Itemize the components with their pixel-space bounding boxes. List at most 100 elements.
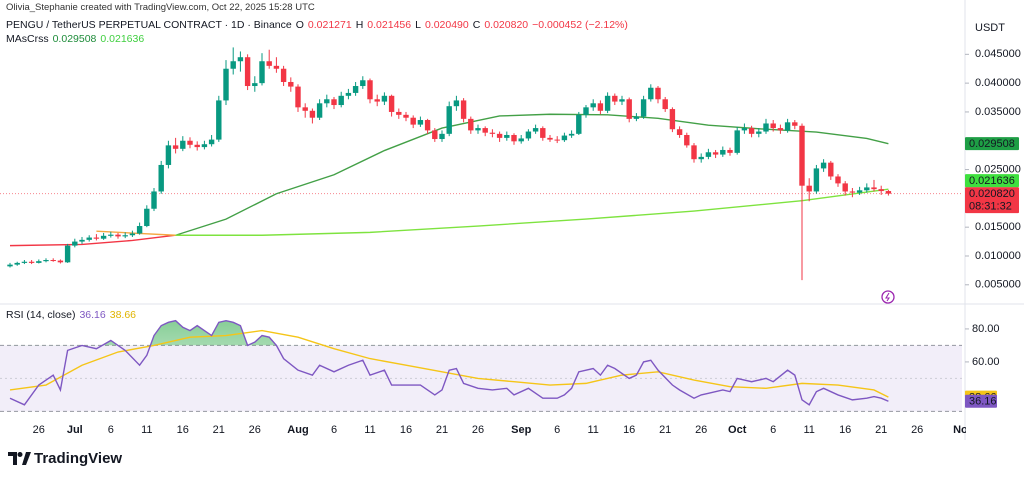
candle-body (597, 103, 604, 111)
candle-body (432, 130, 438, 140)
rsi-value: 38.66 (109, 309, 137, 321)
candle-body (151, 191, 157, 209)
candle-body (720, 149, 726, 155)
candle-body (259, 61, 265, 84)
candle-body (676, 129, 683, 135)
candle-body (496, 133, 503, 138)
alert-bolt (885, 292, 891, 302)
x-tick-label: 11 (803, 424, 814, 436)
candle-body (7, 264, 13, 267)
candle-body (604, 95, 611, 111)
candle-body (684, 134, 690, 146)
candle-body (792, 122, 798, 126)
candle-body (252, 83, 258, 87)
y-tick-label: 0.045000 (975, 48, 1021, 60)
ohlc-key: O (295, 19, 304, 31)
candle-body (43, 260, 49, 262)
candle-body (662, 99, 668, 110)
x-tick-label: 6 (554, 424, 560, 436)
ohlc-value: 0.021271 (307, 19, 352, 31)
candle-body (129, 233, 136, 236)
x-tick-label: 11 (364, 424, 375, 436)
candle-body (734, 130, 740, 153)
x-tick-label: 21 (875, 424, 887, 436)
x-tick-label: 6 (770, 424, 776, 436)
candle-body (777, 128, 784, 131)
y-tick-label: 80.00 (972, 323, 1000, 335)
price-tag (965, 137, 1019, 151)
candle-body (568, 133, 575, 136)
candle-body (547, 137, 553, 140)
candle-body (223, 68, 229, 101)
candle-body (748, 128, 755, 134)
candle-body (230, 61, 236, 69)
y-tick-label: 0.035000 (975, 106, 1021, 118)
price-tag-label: 0.020820 (969, 188, 1015, 200)
candle-body (187, 140, 193, 145)
candle-body (28, 261, 35, 263)
candle-body (835, 176, 841, 184)
candle-body (79, 239, 85, 242)
price-tag (965, 174, 1019, 188)
candle-body (374, 99, 380, 102)
price-pane (0, 47, 962, 281)
candle-body (122, 235, 128, 237)
candle-body (100, 235, 107, 239)
candle-body (612, 95, 618, 102)
alert-icon[interactable] (881, 290, 895, 304)
candle-body (640, 99, 647, 117)
candle-body (144, 208, 150, 227)
overbought-fill (10, 320, 889, 346)
candle-body (180, 140, 186, 149)
candle-body (216, 100, 222, 140)
candle-body (57, 260, 64, 263)
change: −0.000452 (−2.12%) (532, 19, 628, 31)
candle-body (763, 123, 769, 132)
candle-body (511, 134, 517, 142)
currency-label: USDT (975, 22, 1005, 34)
candle-body (453, 100, 460, 107)
candle-body (194, 144, 200, 148)
candle-body (878, 189, 884, 192)
candle-body (648, 87, 654, 100)
candle-body (712, 152, 719, 155)
candle-body (201, 144, 208, 148)
x-tick-label: 16 (623, 424, 635, 436)
ohlc-key: C (472, 19, 481, 31)
candle-body (410, 117, 416, 125)
candle-body (813, 168, 820, 192)
candle-body (115, 234, 121, 237)
candle-body (504, 134, 510, 138)
x-tick-label: Jul (67, 424, 83, 436)
y-tick-label: 0.010000 (975, 250, 1021, 262)
y-tick-label: 0.040000 (975, 77, 1021, 89)
rsi-tag-label: 36.16 (969, 396, 997, 408)
candle-body (280, 68, 287, 82)
x-tick-label: No (953, 424, 968, 436)
candle-body (669, 109, 676, 130)
candle-body (21, 261, 28, 263)
candle-body (468, 118, 474, 131)
candle-body (633, 116, 640, 119)
candle-body (64, 245, 71, 263)
candle-body (871, 187, 877, 190)
brand: TradingView (34, 450, 122, 467)
rsi-legend: RSI (14, close) 36.16 38.66 (6, 309, 140, 321)
candle-body (309, 110, 316, 118)
candle-body (540, 128, 546, 138)
candle-body (331, 99, 337, 106)
ohlc-value: 0.021456 (367, 19, 412, 31)
x-tick-label: 16 (400, 424, 412, 436)
candle-body (583, 107, 589, 115)
ma-value: 0.021636 (100, 33, 145, 45)
candle-body (439, 133, 445, 140)
x-tick-label: 26 (911, 424, 923, 436)
candle-body (842, 183, 848, 192)
candle-body (561, 135, 568, 141)
candle-body (820, 162, 827, 169)
candle-body (705, 152, 712, 157)
candle-body (856, 190, 863, 193)
candle-body (655, 87, 661, 100)
